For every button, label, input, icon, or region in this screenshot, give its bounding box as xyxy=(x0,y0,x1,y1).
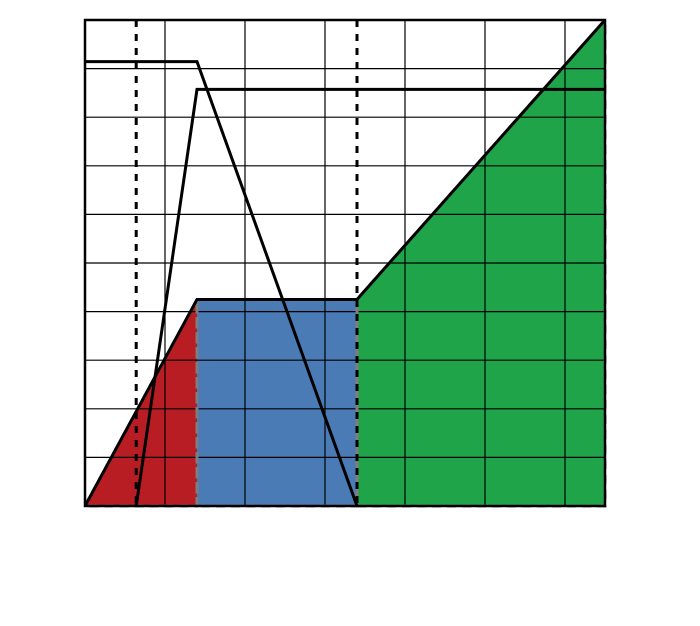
gate-charge-chart xyxy=(0,0,700,626)
region-b xyxy=(197,299,357,506)
